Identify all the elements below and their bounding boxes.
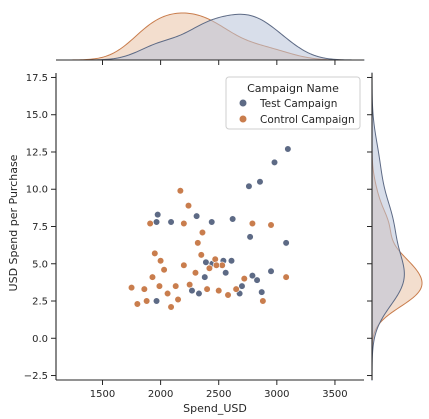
scatter-point-test <box>284 145 292 153</box>
scatter-point-test <box>208 218 216 226</box>
scatter-point-test <box>256 178 264 186</box>
scatter-point-control <box>163 289 172 298</box>
legend-marker-control <box>239 115 247 123</box>
right-marginal-kde <box>371 72 423 381</box>
scatter-point-control <box>167 303 175 311</box>
legend-frame <box>225 76 361 130</box>
scatter-point-control <box>191 269 200 277</box>
scatter-point-control <box>186 281 194 289</box>
top-marginal-kde <box>56 12 365 61</box>
y-tick-label: 10.0 <box>26 185 48 196</box>
scatter-point-test <box>270 158 279 167</box>
scatter-point-test <box>222 269 230 277</box>
scatter-point-control <box>146 219 154 228</box>
scatter-point-test <box>282 239 290 247</box>
scatter-point-control <box>205 264 214 272</box>
scatter-point-control <box>172 282 180 290</box>
scatter-point-test <box>229 215 237 223</box>
scatter-point-control <box>198 228 207 237</box>
y-tick-label: −2.5 <box>24 371 48 382</box>
scatter-point-test <box>195 289 203 298</box>
x-tick-label: 1500 <box>90 389 115 400</box>
scatter-point-control <box>224 291 232 299</box>
scatter-point-control <box>259 297 267 305</box>
scatter-point-test <box>152 297 161 305</box>
scatter-point-control <box>232 285 240 293</box>
scatter-point-test <box>227 257 236 265</box>
scatter-point-control <box>157 257 165 265</box>
y-tick-label: 17.5 <box>26 73 48 84</box>
x-tick-label: 2500 <box>206 389 231 400</box>
scatter-point-control <box>148 273 157 281</box>
scatter-point-control <box>180 219 188 228</box>
legend: Campaign Name Test Campaign Control Camp… <box>225 76 361 130</box>
scatter-point-control <box>140 285 148 293</box>
y-tick-label: 7.5 <box>32 222 48 233</box>
scatter-point-control <box>212 261 220 269</box>
y-tick-label: 15.0 <box>26 110 48 121</box>
legend-marker-test <box>239 99 247 107</box>
right-kde-test <box>371 72 405 381</box>
scatter-point-control <box>203 285 211 293</box>
y-tick-label: 0.0 <box>32 334 48 345</box>
scatter-point-control <box>155 282 164 290</box>
scatter-point-control <box>211 255 219 263</box>
x-axis-label: Spend_USD <box>183 402 247 415</box>
main-axes: 1500 2000 2500 3000 3500 −2.5 0.0 2.5 5.0 7.5 10.0… <box>24 59 373 400</box>
scatter-point-test <box>167 218 175 226</box>
scatter-point-test <box>202 258 210 266</box>
scatter-point-control <box>151 249 159 257</box>
scatter-point-test <box>267 267 275 275</box>
scatter-point-test <box>248 272 257 280</box>
scatter-point-control <box>180 261 188 269</box>
x-tick-label: 3500 <box>322 389 347 400</box>
legend-title: Campaign Name <box>247 82 339 95</box>
scatter-points <box>127 145 292 311</box>
scatter-point-test <box>201 273 209 281</box>
scatter-point-control <box>184 202 193 210</box>
scatter-point-test <box>245 182 253 190</box>
scatter-point-test <box>154 210 162 219</box>
scatter-point-test <box>246 233 254 241</box>
top-kde-test <box>56 13 365 61</box>
scatter-point-control <box>176 187 184 195</box>
scatter-point-control <box>133 300 141 308</box>
y-tick-label: 2.5 <box>32 297 48 308</box>
x-tick-label: 3000 <box>264 389 289 400</box>
scatter-point-test <box>188 286 196 295</box>
scatter-point-test <box>152 218 161 226</box>
scatter-point-test <box>193 212 201 220</box>
scatter-point-control <box>240 275 248 283</box>
scatter-point-test <box>253 276 261 284</box>
legend-label-control: Control Campaign <box>260 114 355 126</box>
y-tick-label: 5.0 <box>32 259 48 270</box>
scatter-point-control <box>282 273 290 281</box>
legend-label-test: Test Campaign <box>259 98 337 110</box>
scatter-point-control <box>267 221 275 229</box>
scatter-point-test <box>258 288 266 296</box>
scatter-point-control <box>174 295 182 304</box>
x-tick-label: 2000 <box>148 389 173 400</box>
scatter-point-test <box>238 282 246 290</box>
scatter-point-control <box>215 286 223 295</box>
y-tick-label: 12.5 <box>26 147 48 158</box>
scatter-point-control <box>248 219 257 228</box>
scatter-point-control <box>197 251 205 259</box>
scatter-point-control <box>160 266 168 274</box>
y-axis-label: USD Spend per Purchase <box>7 154 20 291</box>
scatter-point-control <box>194 239 202 247</box>
scatter-point-control <box>127 284 136 292</box>
scatter-point-control <box>143 297 151 305</box>
